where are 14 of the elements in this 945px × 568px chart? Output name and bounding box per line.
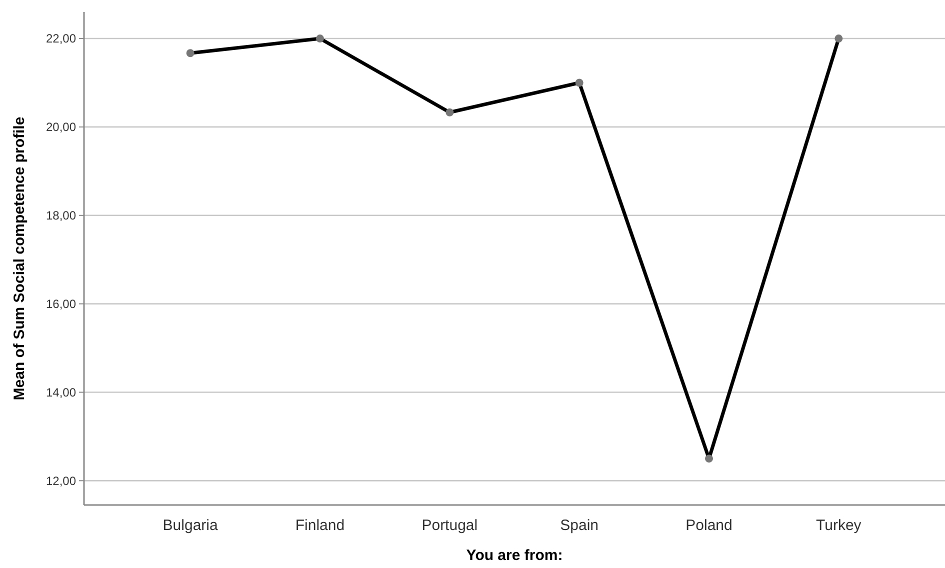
y-axis-title: Mean of Sum Social competence profile [11, 116, 28, 400]
y-tick-label: 18,00 [46, 208, 76, 223]
x-tick-label: Portugal [422, 517, 478, 534]
y-tick-label: 14,00 [46, 385, 76, 400]
x-axis-title: You are from: [466, 547, 563, 564]
x-tick-label: Bulgaria [162, 517, 218, 534]
y-tick-label: 22,00 [46, 32, 76, 46]
x-tick-label: Spain [560, 517, 599, 534]
y-tick-label: 20,00 [46, 120, 76, 134]
x-tick-label: Finland [295, 517, 345, 534]
y-tick-label: 16,00 [46, 297, 76, 312]
x-tick-label: Turkey [816, 517, 862, 534]
y-tick-label: 12,00 [46, 474, 76, 488]
x-tick-label: Poland [686, 517, 732, 534]
